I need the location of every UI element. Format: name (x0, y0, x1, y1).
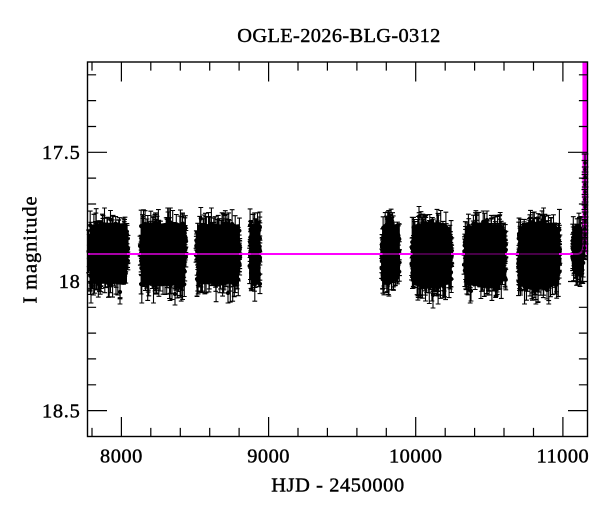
svg-text:10000: 10000 (389, 446, 442, 468)
svg-text:8000: 8000 (100, 446, 143, 468)
svg-text:OGLE-2026-BLG-0312: OGLE-2026-BLG-0312 (237, 25, 440, 47)
svg-text:9000: 9000 (247, 446, 290, 468)
svg-text:18.5: 18.5 (42, 400, 80, 422)
svg-text:HJD - 2450000: HJD - 2450000 (271, 475, 405, 497)
svg-text:11000: 11000 (537, 446, 590, 468)
svg-text:17.5: 17.5 (42, 142, 80, 164)
svg-text:18: 18 (59, 271, 81, 293)
svg-text:I magnitude: I magnitude (20, 196, 42, 304)
